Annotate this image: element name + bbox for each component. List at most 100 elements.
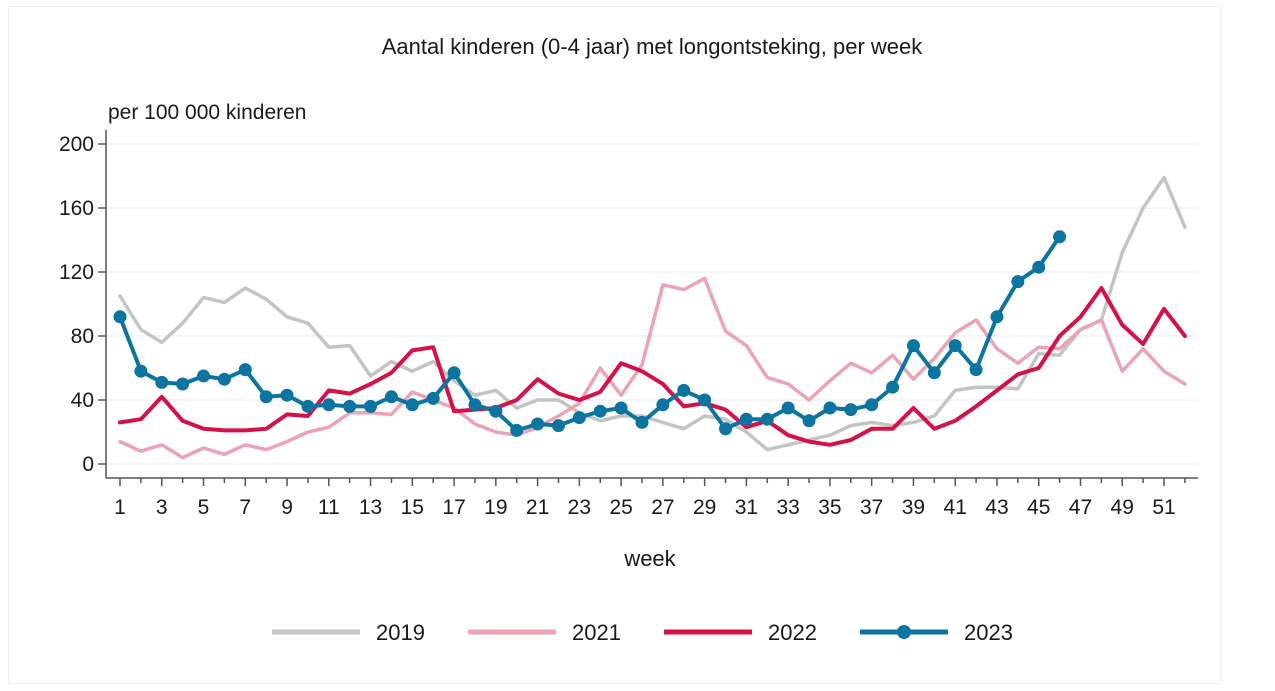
data-point-2023	[781, 401, 795, 415]
x-tick-label: 7	[239, 496, 251, 519]
series-lines	[113, 175, 1187, 460]
data-point-2023	[677, 383, 691, 397]
series-line-2022	[118, 286, 1187, 447]
data-point-2023	[927, 366, 941, 380]
x-axis-label: week	[623, 546, 676, 571]
data-point-2023	[322, 398, 336, 412]
y-tick-label: 80	[71, 325, 94, 348]
data-point-2023	[719, 422, 733, 436]
data-point-2023	[593, 404, 607, 418]
x-tick-label: 17	[442, 496, 465, 519]
x-tick-label: 23	[568, 496, 591, 519]
data-point-2023	[531, 417, 545, 431]
data-point-2023	[990, 310, 1004, 324]
data-point-2023	[447, 366, 461, 380]
data-point-2023	[698, 393, 712, 407]
series-2021	[118, 276, 1187, 460]
data-point-2023	[1032, 260, 1046, 274]
x-tick-label: 13	[359, 496, 382, 519]
data-point-2023	[656, 398, 670, 412]
data-point-2023	[739, 412, 753, 426]
legend-label: 2022	[768, 620, 817, 645]
y-tick-label: 160	[59, 197, 94, 220]
series-line-2023	[118, 234, 1062, 433]
series-line-2019	[118, 175, 1187, 452]
data-point-2023	[572, 411, 586, 425]
data-point-2023	[238, 363, 252, 377]
data-point-2023	[468, 398, 482, 412]
data-point-2023	[217, 372, 231, 386]
data-point-2023	[343, 399, 357, 413]
data-point-2023	[614, 401, 628, 415]
legend-item-2021: 2021	[468, 620, 621, 645]
x-tick-label: 39	[902, 496, 925, 519]
x-tick-label: 11	[318, 496, 340, 519]
x-tick-label: 43	[985, 496, 1008, 519]
x-tick-label: 35	[818, 496, 841, 519]
y-axis-label: per 100 000 kinderen	[108, 101, 307, 124]
legend: 2019 2021 2022 2023	[272, 620, 1013, 645]
x-tick-label: 21	[526, 496, 549, 519]
x-tick-label: 9	[281, 496, 293, 519]
series-2019	[118, 175, 1187, 452]
data-point-2023	[510, 423, 524, 437]
data-point-2023	[760, 412, 774, 426]
x-tick-label: 45	[1027, 496, 1050, 519]
legend-item-2019: 2019	[272, 620, 425, 645]
x-tick-label: 41	[944, 496, 967, 519]
data-point-2023	[948, 339, 962, 353]
x-tick-label: 5	[198, 496, 210, 519]
y-tick-label: 0	[82, 453, 94, 476]
data-point-2023	[823, 401, 837, 415]
data-point-2023	[865, 398, 879, 412]
data-point-2023	[113, 310, 127, 324]
data-point-2023	[886, 380, 900, 394]
data-point-2023	[844, 403, 858, 417]
data-point-2023	[259, 390, 273, 404]
legend-item-2023: 2023	[860, 620, 1013, 645]
data-point-2023	[176, 377, 190, 391]
x-tick-label: 19	[484, 496, 507, 519]
x-tick-label: 37	[860, 496, 883, 519]
data-point-2023	[1011, 275, 1025, 289]
x-tick-label: 25	[609, 496, 632, 519]
x-tick-label: 27	[651, 496, 674, 519]
data-point-2023	[155, 375, 169, 389]
series-2023	[113, 230, 1067, 437]
data-point-2023	[489, 404, 503, 418]
data-point-2023	[426, 391, 440, 405]
x-tick-label: 31	[735, 496, 758, 519]
y-tick-label: 120	[59, 261, 94, 284]
data-point-2023	[301, 399, 315, 413]
x-tick-label: 15	[401, 496, 424, 519]
legend-label: 2019	[376, 620, 425, 645]
series-line-2021	[118, 276, 1187, 460]
data-point-2023	[197, 369, 211, 383]
chart-frame	[8, 6, 1221, 684]
data-point-2023	[384, 390, 398, 404]
data-point-2023	[551, 419, 565, 433]
x-tick-label: 3	[156, 496, 168, 519]
x-tick-label: 49	[1111, 496, 1134, 519]
legend-label: 2021	[572, 620, 621, 645]
data-point-2023	[969, 363, 983, 377]
y-tick-label: 200	[59, 133, 94, 156]
data-point-2023	[1053, 230, 1067, 244]
legend-marker-2023	[897, 625, 911, 639]
series-2022	[118, 286, 1187, 447]
data-point-2023	[906, 339, 920, 353]
x-tick-label: 29	[693, 496, 716, 519]
x-tick-label: 1	[114, 496, 126, 519]
data-point-2023	[134, 364, 148, 378]
chart-title: Aantal kinderen (0-4 jaar) met longontst…	[382, 34, 924, 59]
data-point-2023	[364, 399, 378, 413]
legend-label: 2023	[964, 620, 1013, 645]
y-tick-label: 40	[71, 389, 94, 412]
x-tick-label: 47	[1069, 496, 1092, 519]
legend-item-2022: 2022	[664, 620, 817, 645]
data-point-2023	[802, 414, 816, 428]
data-point-2023	[280, 388, 294, 402]
data-point-2023	[405, 398, 419, 412]
x-tick-label: 33	[776, 496, 799, 519]
